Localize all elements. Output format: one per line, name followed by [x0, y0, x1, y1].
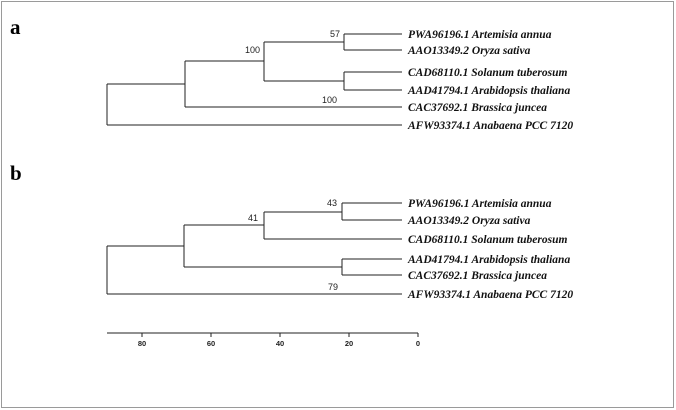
- panel-a-label: a: [10, 15, 21, 39]
- leaf-b-1: PWA96196.1 Artemisia annua: [408, 198, 552, 210]
- bootstrap-a-1: 57: [330, 29, 340, 39]
- bootstrap-b-2: 41: [248, 213, 258, 223]
- leaf-a-2: AAO13349.2 Oryza sativa: [407, 45, 531, 57]
- leaf-b-3: CAD68110.1 Solanum tuberosum: [408, 234, 568, 246]
- leaf-a-6: AFW93374.1 Anabaena PCC 7120: [407, 120, 573, 132]
- bootstrap-b-3: 79: [328, 282, 338, 292]
- scale-label-20: 20: [345, 339, 353, 348]
- scale-label-40: 40: [276, 339, 284, 348]
- leaf-b-6: AFW93374.1 Anabaena PCC 7120: [407, 289, 573, 301]
- leaf-b-5: CAC37692.1 Brassica juncea: [408, 270, 547, 282]
- scale-axis: 80 60 40 20 0: [107, 332, 420, 348]
- leaf-a-5: CAC37692.1 Brassica juncea: [408, 102, 547, 114]
- scale-label-60: 60: [207, 339, 215, 348]
- panel-b-label: b: [10, 161, 22, 185]
- leaf-a-4: AAD41794.1 Arabidopsis thaliana: [407, 85, 570, 97]
- leaf-a-1: PWA96196.1 Artemisia annua: [408, 29, 552, 41]
- tree-b: 43 41 79 PWA96196.1 Artemisia annua AAO1…: [106, 198, 573, 301]
- leaf-b-2: AAO13349.2 Oryza sativa: [407, 215, 531, 227]
- bootstrap-a-2: 100: [245, 45, 260, 55]
- bootstrap-b-1: 43: [327, 198, 337, 208]
- tree-a: 57 100 100 PWA96196.1 Artemisia annua AA…: [106, 29, 573, 132]
- bootstrap-a-3: 100: [322, 95, 337, 105]
- leaf-b-4: AAD41794.1 Arabidopsis thaliana: [407, 254, 570, 266]
- scale-label-0: 0: [416, 339, 420, 348]
- leaf-a-3: CAD68110.1 Solanum tuberosum: [408, 67, 568, 79]
- scale-label-80: 80: [138, 339, 146, 348]
